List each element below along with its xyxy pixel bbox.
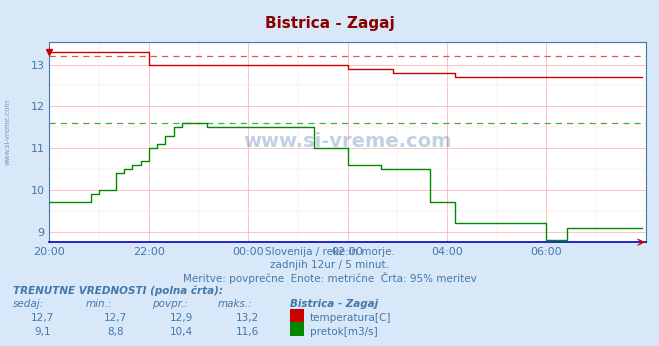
Text: 9,1: 9,1 [34,327,51,337]
Text: pretok[m3/s]: pretok[m3/s] [310,327,378,337]
Text: zadnjih 12ur / 5 minut.: zadnjih 12ur / 5 minut. [270,260,389,270]
Text: sedaj:: sedaj: [13,299,44,309]
Text: 13,2: 13,2 [235,313,259,323]
Text: Slovenija / reke in morje.: Slovenija / reke in morje. [264,247,395,257]
Text: www.si-vreme.com: www.si-vreme.com [5,98,11,165]
Text: 10,4: 10,4 [169,327,193,337]
Text: povpr.:: povpr.: [152,299,187,309]
Text: min.:: min.: [86,299,112,309]
Text: 8,8: 8,8 [107,327,124,337]
Text: temperatura[C]: temperatura[C] [310,313,391,323]
Text: Bistrica - Zagaj: Bistrica - Zagaj [290,299,378,309]
Text: 11,6: 11,6 [235,327,259,337]
Text: maks.:: maks.: [217,299,252,309]
Text: Meritve: povprečne  Enote: metrične  Črta: 95% meritev: Meritve: povprečne Enote: metrične Črta:… [183,272,476,284]
Text: Bistrica - Zagaj: Bistrica - Zagaj [265,16,394,30]
Text: www.si-vreme.com: www.si-vreme.com [243,133,452,151]
Text: 12,7: 12,7 [103,313,127,323]
Text: 12,9: 12,9 [169,313,193,323]
Text: TRENUTNE VREDNOSTI (polna črta):: TRENUTNE VREDNOSTI (polna črta): [13,285,223,296]
Text: 12,7: 12,7 [31,313,55,323]
